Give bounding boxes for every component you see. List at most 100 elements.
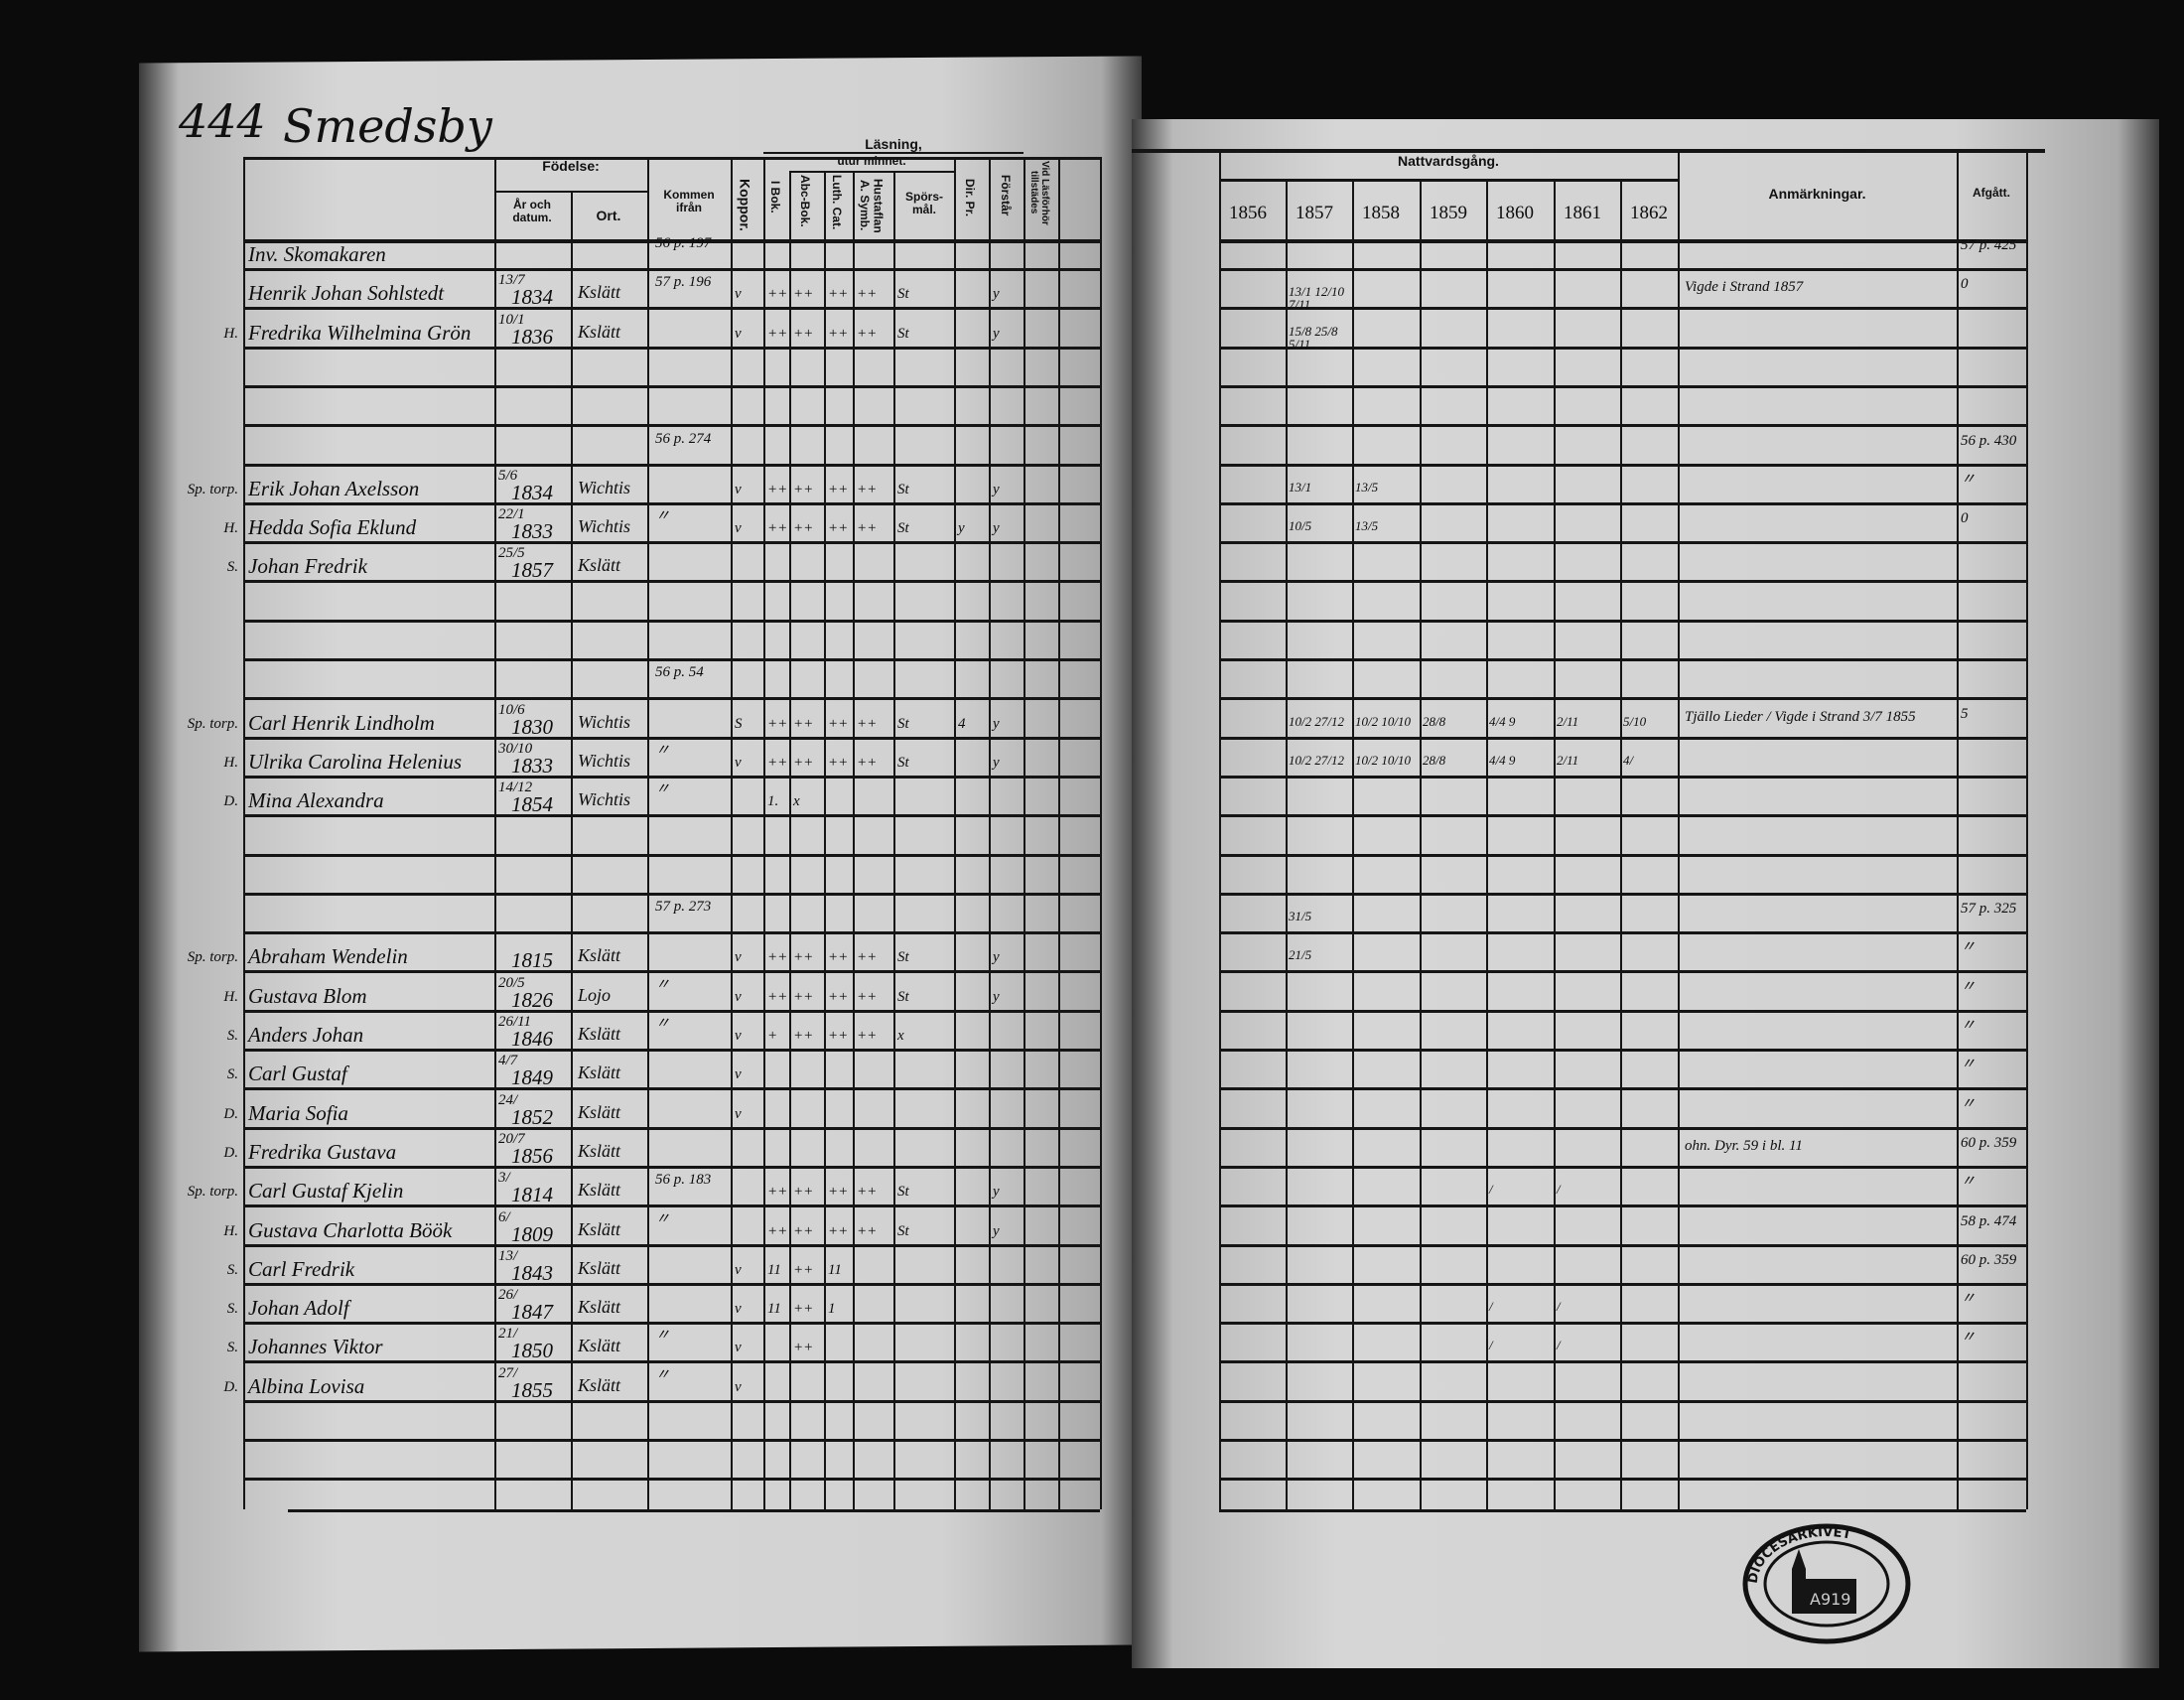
departed-ref: 〃 <box>1961 1057 1977 1073</box>
reading-mark: ++ <box>793 1184 814 1201</box>
came-from: 56 p. 274 <box>655 430 712 447</box>
row-rule <box>1219 424 2026 428</box>
row-role: H. <box>223 520 238 537</box>
year-header: 1856 <box>1229 203 1267 223</box>
reading-mark: v <box>735 1261 742 1278</box>
column-rule <box>2026 149 2028 1509</box>
row-rule <box>243 463 1100 467</box>
birth-year: 1843 <box>511 1260 553 1285</box>
byheart-subrule <box>789 171 954 173</box>
row-rule <box>243 970 1100 974</box>
column-rule <box>494 157 496 1509</box>
reading-mark: St <box>897 286 909 303</box>
departed-ref: 〃 <box>1961 939 1977 956</box>
row-rule <box>243 697 1100 701</box>
remark: Tjällo Lieder / Vigde i Strand 3/7 1855 <box>1685 708 1916 725</box>
reading-mark: ++ <box>793 481 814 497</box>
birth-date: 24/ <box>498 1091 518 1108</box>
person-name: Abraham Wendelin <box>248 944 408 969</box>
row-rule <box>1219 619 2026 623</box>
reading-mark: St <box>897 520 909 537</box>
column-rule <box>789 171 791 1509</box>
column-rule <box>1219 149 1221 1509</box>
reading-mark: S <box>735 715 743 732</box>
remark: ohn. Dyr. 59 i bl. 11 <box>1685 1137 1803 1154</box>
came-from: 〃 <box>655 976 671 993</box>
row-rule <box>243 1439 1100 1442</box>
reading-mark: St <box>897 988 909 1005</box>
row-rule <box>243 1126 1100 1130</box>
reading-mark: y <box>993 1222 1000 1239</box>
row-role: Sp. torp. <box>187 1184 238 1201</box>
column-rule <box>1554 179 1556 1509</box>
communion-entry: 13/5 <box>1355 479 1379 495</box>
year-header: 1858 <box>1362 203 1400 223</box>
came-from: 〃 <box>655 742 671 759</box>
reading-mark: St <box>897 1222 909 1239</box>
reading-mark: x <box>793 793 800 810</box>
departed-ref: 〃 <box>1961 1291 1977 1308</box>
header-abc-book: Abc-Bok. <box>798 175 813 227</box>
row-rule <box>1219 1049 2026 1052</box>
departed-ref: 57 p. 425 <box>1961 237 2017 253</box>
reading-mark: 11 <box>767 1261 781 1278</box>
reading-mark: ++ <box>767 481 788 497</box>
header-luth-cat: Luth. Cat. <box>830 175 845 230</box>
reading-mark: St <box>897 754 909 771</box>
row-rule <box>1219 775 2026 779</box>
year-header: 1862 <box>1630 203 1668 223</box>
row-role: H. <box>223 988 238 1005</box>
row-rule <box>243 619 1100 623</box>
communion-entry: / <box>1489 1299 1493 1315</box>
person-name: Johan Fredrik <box>248 554 367 579</box>
came-from: 〃 <box>655 781 671 798</box>
reading-mark: ++ <box>828 754 849 771</box>
reading-mark: 11 <box>767 1301 781 1318</box>
reading-mark: v <box>735 520 742 537</box>
departed-ref: 0 <box>1961 276 1969 293</box>
column-rule <box>1957 149 1959 1509</box>
birth-place: Wichtis <box>578 477 630 497</box>
birth-date: 4/7 <box>498 1053 518 1069</box>
communion-entry: / <box>1557 1299 1561 1315</box>
reading-mark: ++ <box>857 988 878 1005</box>
communion-entry: 13/5 <box>1355 518 1379 534</box>
communion-entry: / <box>1489 1338 1493 1353</box>
reading-mark: + <box>767 1028 778 1044</box>
row-rule <box>1219 658 2026 661</box>
reading-mark: ++ <box>828 481 849 497</box>
reading-mark: ++ <box>767 754 788 771</box>
row-rule <box>243 1322 1100 1326</box>
birth-year: 1849 <box>511 1065 553 1090</box>
birth-year: 1809 <box>511 1221 553 1246</box>
person-name: Gustava Charlotta Böök <box>248 1217 453 1242</box>
row-rule <box>1219 1243 2026 1247</box>
departed-ref: 58 p. 474 <box>1961 1212 2017 1229</box>
row-rule <box>1219 892 2026 896</box>
table-bottom-rule <box>288 1509 1100 1512</box>
row-role: D. <box>223 1144 238 1161</box>
departed-ref: 〃 <box>1961 471 1977 488</box>
birth-date: 27/ <box>498 1364 518 1381</box>
reading-mark: ++ <box>767 325 788 342</box>
row-rule <box>1219 814 2026 818</box>
reading-mark: ++ <box>793 520 814 537</box>
reading-mark: y <box>993 754 1000 771</box>
row-role: S. <box>226 1261 238 1278</box>
reading-mark: ++ <box>828 1028 849 1044</box>
row-rule <box>243 1282 1100 1286</box>
person-name: Hedda Sofia Eklund <box>248 515 417 540</box>
communion-entry: 4/4 9 <box>1489 713 1516 729</box>
reading-mark: ++ <box>793 1301 814 1318</box>
reading-mark: ++ <box>857 1222 878 1239</box>
reading-mark: ++ <box>828 988 849 1005</box>
row-rule <box>1219 1399 2026 1403</box>
row-rule <box>243 580 1100 584</box>
year-header: 1857 <box>1296 203 1333 223</box>
communion-entry: 10/2 10/10 <box>1355 713 1411 729</box>
reading-mark: ++ <box>857 325 878 342</box>
row-rule <box>243 268 1100 271</box>
row-rule <box>243 814 1100 818</box>
column-rule <box>1678 149 1680 1509</box>
communion-subrule <box>1219 179 1678 182</box>
